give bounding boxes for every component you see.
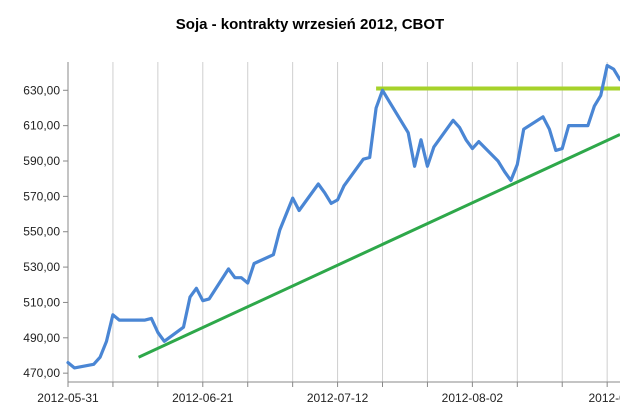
y-tick-label: 610,00 — [23, 119, 60, 133]
y-tick-label: 470,00 — [23, 366, 60, 380]
x-tick-label: 2012-0 — [588, 391, 620, 405]
y-tick-label: 510,00 — [23, 295, 60, 309]
grid-lines — [67, 62, 608, 382]
price-series-line — [66, 63, 620, 370]
y-tick-label: 530,00 — [23, 260, 60, 274]
y-tick-label: 590,00 — [23, 154, 60, 168]
y-axis-ticks: 470,00 490,00 510,00 530,00 550,00 570,00 590,… — [23, 83, 68, 380]
support-trend-line — [137, 133, 620, 359]
x-axis-ticks: 2012-05-31 2012-06-21 2012-07-12 2012-08-02… — [37, 382, 620, 405]
y-tick-label: 630,00 — [23, 83, 60, 97]
x-tick-label: 2012-06-21 — [172, 391, 234, 405]
x-tick-label: 2012-07-12 — [307, 391, 369, 405]
x-tick-label: 2012-05-31 — [37, 391, 99, 405]
y-tick-label: 490,00 — [23, 331, 60, 345]
x-tick-label: 2012-08-02 — [442, 391, 504, 405]
annotation-lines — [137, 86, 620, 359]
series-group — [66, 63, 620, 370]
y-tick-label: 570,00 — [23, 189, 60, 203]
y-tick-label: 550,00 — [23, 225, 60, 239]
chart-title: Soja - kontrakty wrzesień 2012, CBOT — [175, 16, 445, 33]
